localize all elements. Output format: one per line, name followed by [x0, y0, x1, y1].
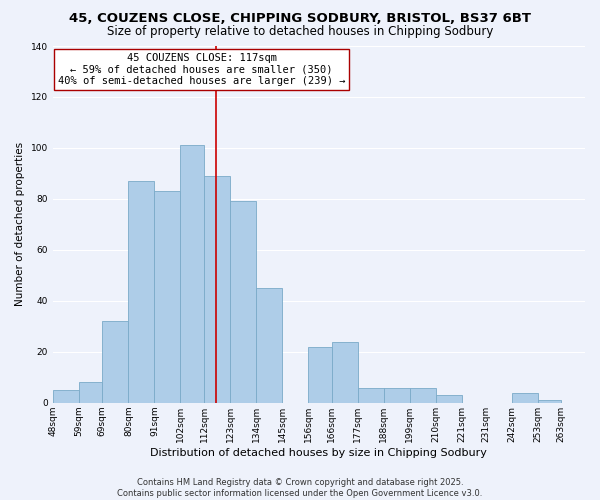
- Bar: [256, 288, 282, 403]
- Bar: [538, 400, 562, 403]
- Bar: [512, 392, 538, 403]
- Bar: [204, 176, 230, 403]
- Bar: [384, 388, 410, 403]
- Bar: [53, 390, 79, 403]
- Y-axis label: Number of detached properties: Number of detached properties: [15, 142, 25, 306]
- Bar: [154, 192, 181, 403]
- X-axis label: Distribution of detached houses by size in Chipping Sodbury: Distribution of detached houses by size …: [151, 448, 487, 458]
- Text: Contains HM Land Registry data © Crown copyright and database right 2025.
Contai: Contains HM Land Registry data © Crown c…: [118, 478, 482, 498]
- Bar: [358, 388, 384, 403]
- Bar: [332, 342, 358, 403]
- Bar: [181, 146, 204, 403]
- Text: 45, COUZENS CLOSE, CHIPPING SODBURY, BRISTOL, BS37 6BT: 45, COUZENS CLOSE, CHIPPING SODBURY, BRI…: [69, 12, 531, 26]
- Bar: [79, 382, 103, 403]
- Text: 45 COUZENS CLOSE: 117sqm
← 59% of detached houses are smaller (350)
40% of semi-: 45 COUZENS CLOSE: 117sqm ← 59% of detach…: [58, 53, 346, 86]
- Bar: [410, 388, 436, 403]
- Bar: [128, 181, 154, 403]
- Bar: [103, 321, 128, 403]
- Bar: [230, 202, 256, 403]
- Bar: [436, 395, 462, 403]
- Text: Size of property relative to detached houses in Chipping Sodbury: Size of property relative to detached ho…: [107, 25, 493, 38]
- Bar: [308, 346, 332, 403]
